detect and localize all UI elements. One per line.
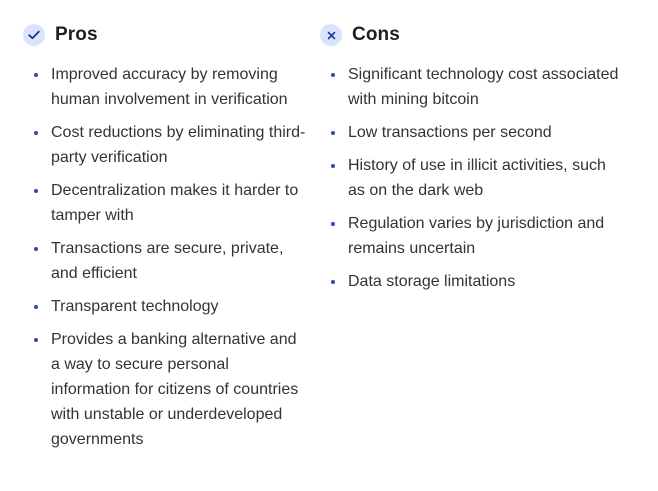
pros-item-text: Cost reductions by eliminating third-par…	[51, 124, 306, 166]
bullet-icon	[331, 131, 335, 135]
bullet-icon	[34, 305, 38, 309]
pros-item-text: Transparent technology	[51, 298, 219, 315]
pros-list-item: Provides a banking alternative and a way…	[23, 327, 308, 452]
bullet-icon	[34, 338, 38, 342]
pros-item-text: Improved accuracy by removing human invo…	[51, 66, 288, 108]
pros-list: Improved accuracy by removing human invo…	[23, 62, 308, 452]
bullet-icon	[34, 131, 38, 135]
cons-item-text: Regulation varies by jurisdiction and re…	[348, 215, 605, 257]
cons-column: Cons Significant technology cost associa…	[320, 20, 620, 302]
bullet-icon	[34, 247, 38, 251]
cons-list-item: Low transactions per second	[320, 120, 620, 145]
cons-header: Cons	[320, 20, 620, 50]
cons-list-item: History of use in illicit activities, su…	[320, 153, 620, 203]
pros-list-item: Transparent technology	[23, 294, 308, 319]
cons-list-item: Significant technology cost associated w…	[320, 62, 620, 112]
bullet-icon	[34, 73, 38, 77]
x-icon	[320, 24, 342, 46]
pros-item-text: Provides a banking alternative and a way…	[51, 331, 299, 448]
pros-header: Pros	[23, 20, 308, 50]
cons-item-text: History of use in illicit activities, su…	[348, 157, 606, 199]
pros-item-text: Transactions are secure, private, and ef…	[51, 240, 284, 282]
pros-item-text: Decentralization makes it harder to tamp…	[51, 182, 299, 224]
bullet-icon	[34, 189, 38, 193]
bullet-icon	[331, 73, 335, 77]
pros-title: Pros	[55, 24, 98, 45]
cons-item-text: Data storage limitations	[348, 273, 516, 290]
pros-list-item: Transactions are secure, private, and ef…	[23, 236, 308, 286]
check-icon	[23, 24, 45, 46]
cons-list-item: Regulation varies by jurisdiction and re…	[320, 211, 620, 261]
bullet-icon	[331, 164, 335, 168]
pros-list-item: Cost reductions by eliminating third-par…	[23, 120, 308, 170]
bullet-icon	[331, 280, 335, 284]
pros-list-item: Improved accuracy by removing human invo…	[23, 62, 308, 112]
cons-list-item: Data storage limitations	[320, 269, 620, 294]
bullet-icon	[331, 222, 335, 226]
cons-item-text: Low transactions per second	[348, 124, 552, 141]
cons-title: Cons	[352, 24, 400, 45]
cons-item-text: Significant technology cost associated w…	[348, 66, 619, 108]
pros-list-item: Decentralization makes it harder to tamp…	[23, 178, 308, 228]
cons-list: Significant technology cost associated w…	[320, 62, 620, 294]
pros-column: Pros Improved accuracy by removing human…	[23, 20, 308, 460]
